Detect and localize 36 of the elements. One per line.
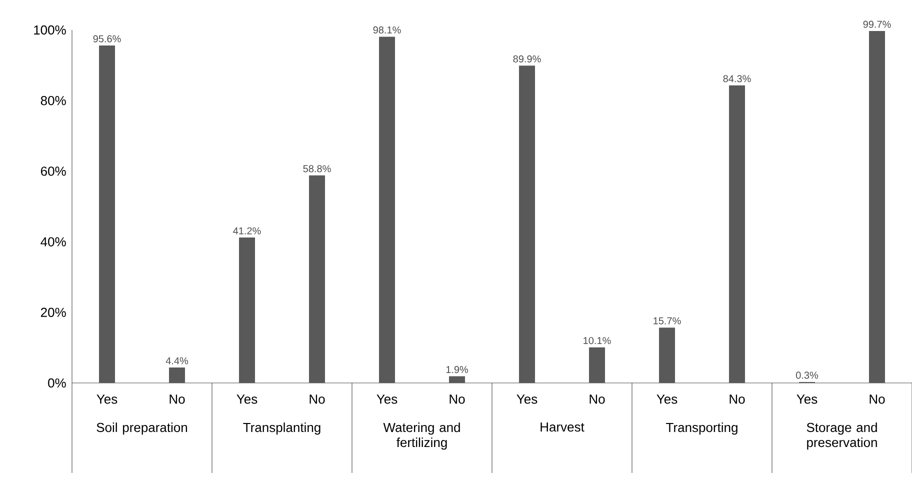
x-tick-label: No — [730, 394, 745, 404]
data-label: 1.9% — [446, 366, 468, 374]
text: Watering and fertilizing — [383, 422, 460, 450]
data-label: 95.6% — [93, 35, 121, 42]
y-tick-label: 20% — [40, 308, 66, 317]
data-label: 4.4% — [166, 357, 188, 364]
data-label: 15.7% — [654, 317, 681, 324]
x-tick-label: Yes — [236, 394, 258, 404]
y-tick-label: 0% — [48, 378, 66, 388]
data-label: 99.7% — [863, 20, 891, 28]
x-tick-label: No — [170, 394, 185, 404]
text: Storage and preservation — [806, 422, 877, 450]
x-tick-label: No — [310, 394, 325, 404]
text: Harvest — [540, 422, 584, 432]
x-tick-label: No — [870, 394, 885, 404]
text: Transporting — [666, 422, 738, 435]
data-label: 89.9% — [513, 55, 541, 62]
data-label: 0.3% — [796, 372, 818, 379]
x-tick-label: Yes — [516, 394, 538, 404]
data-label: 10.1% — [584, 337, 611, 344]
x-tick-label: No — [590, 394, 605, 404]
y-tick-label: 40% — [40, 237, 66, 246]
x-tick-label: Yes — [656, 394, 678, 404]
x-tick-label: Yes — [96, 394, 118, 404]
x-tick-label: Yes — [376, 394, 398, 404]
x-tick-label: No — [450, 394, 465, 404]
data-label: 84.3% — [723, 75, 751, 82]
text: Transplanting — [243, 422, 320, 435]
data-label: 98.1% — [373, 26, 401, 34]
x-tick-label: Yes — [796, 394, 818, 404]
text: Soil preparation — [96, 422, 188, 435]
y-tick-label: 60% — [40, 166, 66, 176]
y-tick-label: 100% — [34, 25, 66, 35]
data-label: 41.2% — [233, 227, 261, 234]
y-tick-label: 80% — [40, 96, 66, 106]
data-label: 58.8% — [303, 165, 331, 172]
